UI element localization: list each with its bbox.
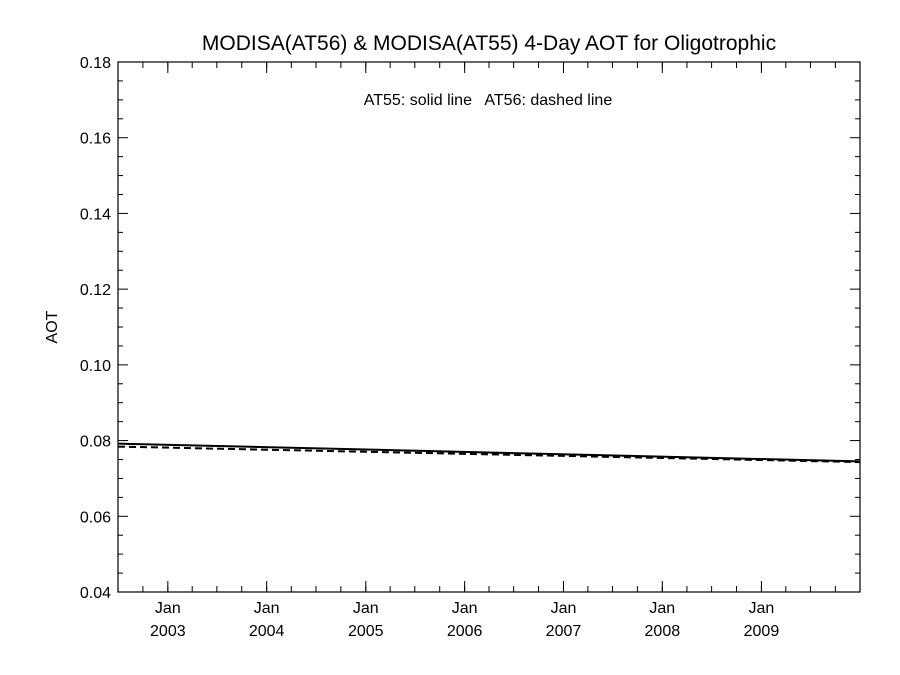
series-line-dashed — [117, 445, 861, 464]
x-tick-label-year: 2003 — [150, 623, 186, 640]
x-tick-label-month: Jan — [155, 600, 181, 617]
y-tick-label: 0.08 — [80, 434, 111, 451]
y-tick-label: 0.12 — [80, 282, 111, 299]
x-tick-label-month: Jan — [254, 600, 280, 617]
x-tick-label-year: 2005 — [348, 623, 384, 640]
x-tick-label-month: Jan — [649, 600, 675, 617]
x-tick-label-year: 2004 — [249, 623, 285, 640]
x-tick-label-year: 2007 — [546, 623, 582, 640]
y-tick-label: 0.18 — [80, 55, 111, 72]
chart-title: MODISA(AT56) & MODISA(AT55) 4-Day AOT fo… — [202, 32, 776, 55]
y-tick-label: 0.04 — [80, 585, 111, 602]
x-tick-label-year: 2009 — [744, 623, 780, 640]
y-tick-label: 0.14 — [80, 206, 111, 223]
x-tick-label-month: Jan — [452, 600, 478, 617]
y-tick-label: 0.10 — [80, 358, 111, 375]
line-style-annotation: AT55: solid line AT56: dashed line — [364, 92, 613, 109]
x-tick-label-year: 2006 — [447, 623, 483, 640]
y-axis-label: AOT — [44, 310, 61, 343]
x-tick-label-year: 2008 — [645, 623, 681, 640]
plot-frame — [117, 61, 861, 593]
x-tick-label-month: Jan — [551, 600, 577, 617]
y-tick-label: 0.16 — [80, 131, 111, 148]
x-tick-label-month: Jan — [749, 600, 775, 617]
series-line-solid — [117, 442, 861, 463]
y-tick-label: 0.06 — [80, 509, 111, 526]
x-tick-label-month: Jan — [353, 600, 379, 617]
